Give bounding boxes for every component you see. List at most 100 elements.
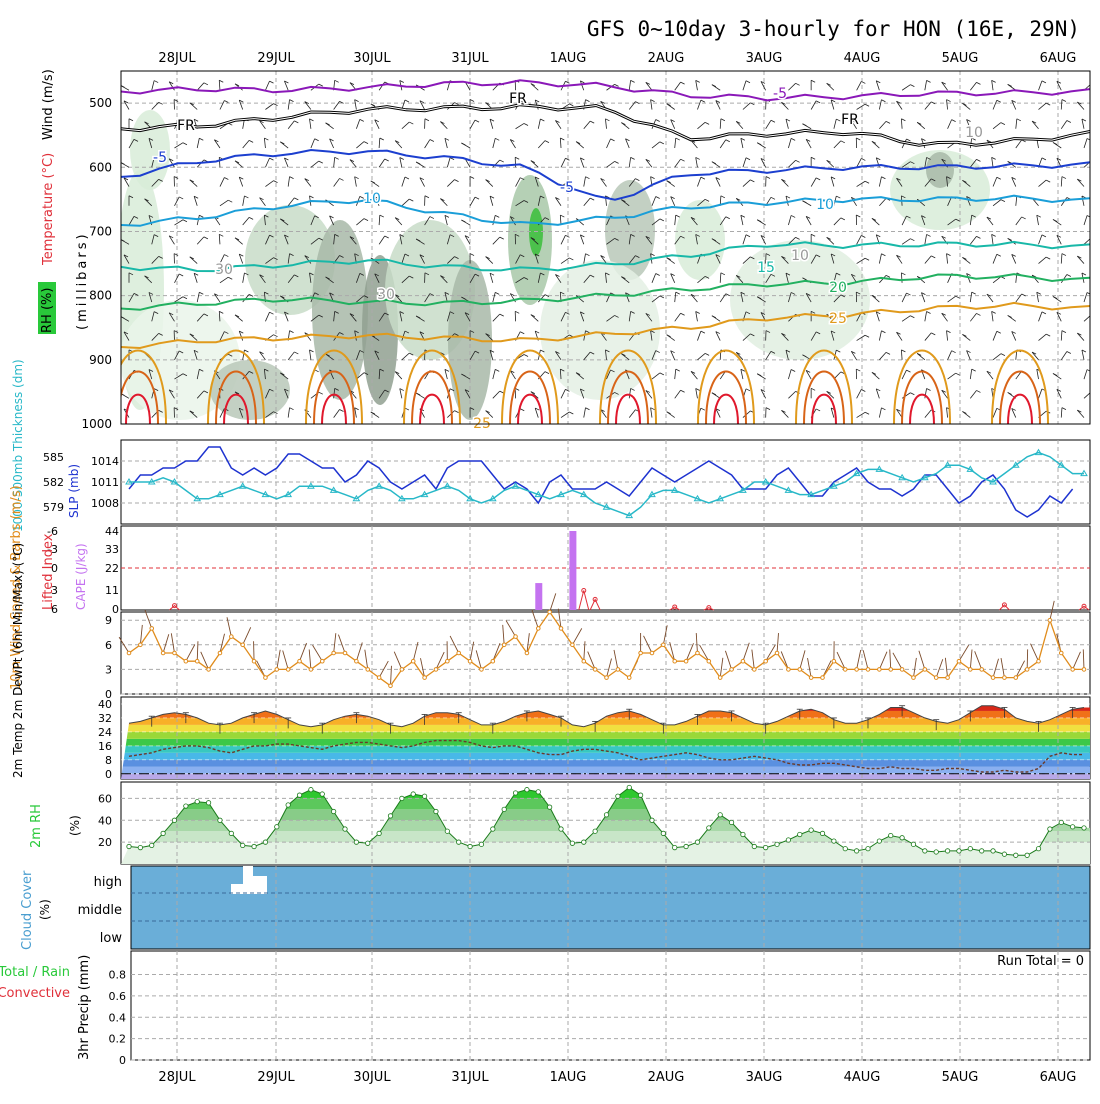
rh-point xyxy=(1082,826,1086,830)
wind10-barb xyxy=(356,643,362,662)
wind10-point xyxy=(389,684,393,688)
wind10-barb xyxy=(663,625,667,644)
temp-tick: 16 xyxy=(98,740,112,753)
top-date-label: 29JUL xyxy=(257,51,295,66)
rh-band xyxy=(121,820,1090,831)
wind10-barb xyxy=(752,650,754,670)
temp-tick: 0 xyxy=(105,768,112,781)
cloud-gap-2 xyxy=(253,876,267,894)
rh-point xyxy=(673,845,677,849)
rh-point xyxy=(900,836,904,840)
wind10-barb xyxy=(313,645,323,661)
cape-tick: 11 xyxy=(105,584,119,597)
wind10-point xyxy=(980,668,984,672)
wind10-point xyxy=(696,651,700,655)
rh-point xyxy=(832,839,836,843)
contour-label: 10 xyxy=(363,191,381,207)
wind10-point xyxy=(593,668,597,672)
wind10-barb xyxy=(644,636,652,653)
wind10-point xyxy=(639,651,643,655)
contour-label: 10 xyxy=(791,248,809,264)
contour-label: -5 xyxy=(773,86,787,102)
rh-point xyxy=(741,832,745,836)
temp-band xyxy=(121,704,1090,711)
wind10-barb xyxy=(936,659,943,677)
top-date-label: 4AUG xyxy=(844,51,881,66)
precip-label-convective: Convective xyxy=(0,986,70,1001)
wind10-point xyxy=(491,659,495,663)
cape-tick: 33 xyxy=(105,543,119,556)
rh-band xyxy=(121,798,1090,809)
temperature-axis-label: Temperature (°C) xyxy=(41,153,56,266)
millibars-label: (millibars) xyxy=(75,231,90,330)
wind10-point xyxy=(468,659,472,663)
rh-point xyxy=(309,787,313,791)
wind10-point xyxy=(1025,668,1029,672)
rh-point xyxy=(1059,820,1063,824)
top-date-label: 1AUG xyxy=(550,51,587,66)
wind10-barb xyxy=(394,652,402,670)
wind10-barb xyxy=(766,645,776,661)
wind10-barb xyxy=(277,650,280,670)
bottom-date-label: 3AUG xyxy=(746,1070,783,1085)
precip-tick: 0.6 xyxy=(109,990,127,1003)
wind10-point xyxy=(866,668,870,672)
rh-point xyxy=(411,792,415,796)
rh-point xyxy=(150,843,154,847)
temp-band xyxy=(121,753,1090,760)
wind10-barb xyxy=(390,666,391,686)
rh-point xyxy=(229,831,233,835)
wind10-point xyxy=(662,643,666,647)
rh-point xyxy=(547,805,551,809)
rh-point xyxy=(206,801,210,805)
wind10-barb xyxy=(283,651,288,670)
wind10-point xyxy=(355,659,359,663)
wind10-point xyxy=(457,651,461,655)
top-date-label: 28JUL xyxy=(158,51,196,66)
precip-label-total: Total / Rain xyxy=(0,965,70,980)
rh-point xyxy=(161,831,165,835)
temp-tick: 24 xyxy=(98,726,112,739)
rh-point xyxy=(786,838,790,842)
wind-tick: 3 xyxy=(105,663,112,676)
wind10-point xyxy=(1059,651,1063,655)
wind10-point xyxy=(673,659,677,663)
rh-point xyxy=(593,829,597,833)
top-date-label: 31JUL xyxy=(451,51,489,66)
pressure-tick: 600 xyxy=(89,160,112,174)
rh-blob xyxy=(926,152,954,188)
wind10-barb xyxy=(171,633,174,653)
wind-axis-label: Wind (m/s) xyxy=(41,69,56,140)
rh-point xyxy=(1014,853,1018,857)
temp-band xyxy=(121,767,1090,774)
rh-point xyxy=(536,790,540,794)
rh-point xyxy=(1025,853,1029,857)
wind10m-speed-series xyxy=(127,610,1086,687)
rh-point xyxy=(377,831,381,835)
temp-band xyxy=(121,739,1090,746)
cape-tick: 22 xyxy=(105,562,119,575)
pressure-tick: 800 xyxy=(89,289,112,303)
rh-point xyxy=(877,839,881,843)
wind10-point xyxy=(650,651,654,655)
contour-label: 30 xyxy=(377,287,395,303)
cloud-gap-3 xyxy=(231,884,253,894)
rh-point xyxy=(582,840,586,844)
temp-band xyxy=(121,746,1090,753)
rh-point xyxy=(1070,825,1074,829)
thickness-tick: 579 xyxy=(43,501,64,514)
rh-point xyxy=(320,792,324,796)
wind10-point xyxy=(718,676,722,680)
wind10-barb xyxy=(163,634,169,653)
wind10-point xyxy=(627,676,631,680)
wind-tick: 9 xyxy=(105,614,112,627)
wind10-point xyxy=(127,651,131,655)
wind10-point xyxy=(400,668,404,672)
bottom-date-label: 31JUL xyxy=(451,1070,489,1085)
wind10m-barbs xyxy=(119,593,1084,685)
